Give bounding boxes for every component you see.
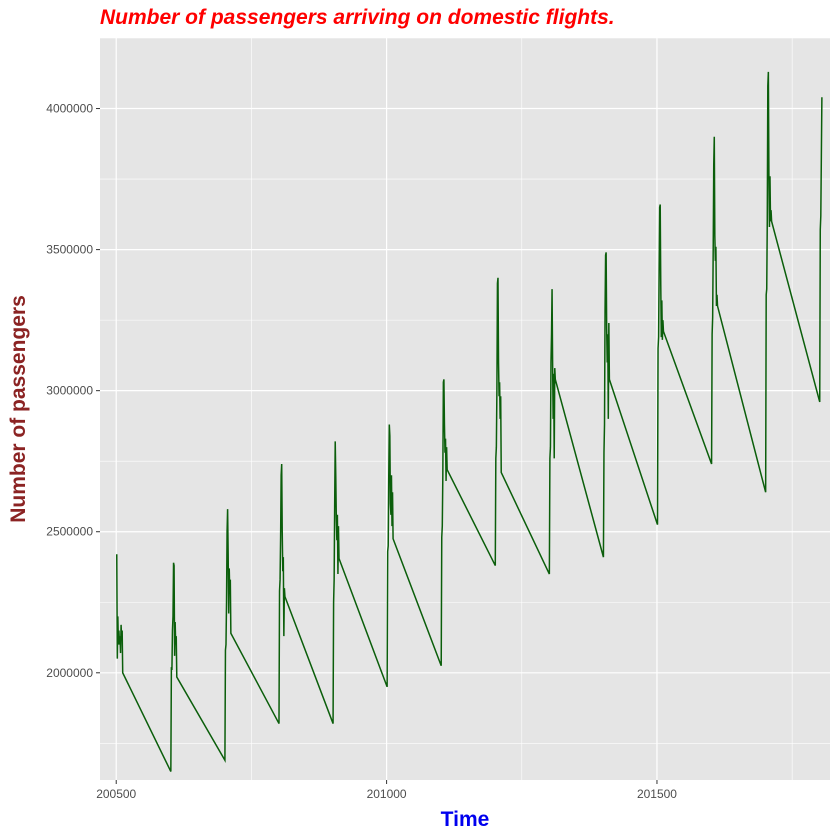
- passengers-line: [116, 71, 823, 772]
- x-axis-ticks: 200500 201000 201500: [96, 780, 677, 801]
- y-tick-label: 2000000: [46, 666, 93, 680]
- y-tick-label: 3000000: [46, 384, 93, 398]
- x-tick-label: 200500: [96, 787, 136, 801]
- y-tick-label: 3500000: [46, 243, 93, 257]
- chart-title: Number of passengers arriving on domesti…: [100, 6, 615, 29]
- y-tick-label: 2500000: [46, 525, 93, 539]
- y-axis-title: Number of passengers: [7, 295, 30, 523]
- x-tick-label: 201000: [367, 787, 407, 801]
- plot-panel: [100, 38, 830, 780]
- x-axis-title: Time: [441, 808, 490, 831]
- y-axis-ticks: 2000000 2500000 3000000 3500000 4000000: [46, 102, 100, 680]
- x-tick-label: 201500: [637, 787, 677, 801]
- y-tick-label: 4000000: [46, 102, 93, 116]
- minor-gridlines: [100, 37, 830, 780]
